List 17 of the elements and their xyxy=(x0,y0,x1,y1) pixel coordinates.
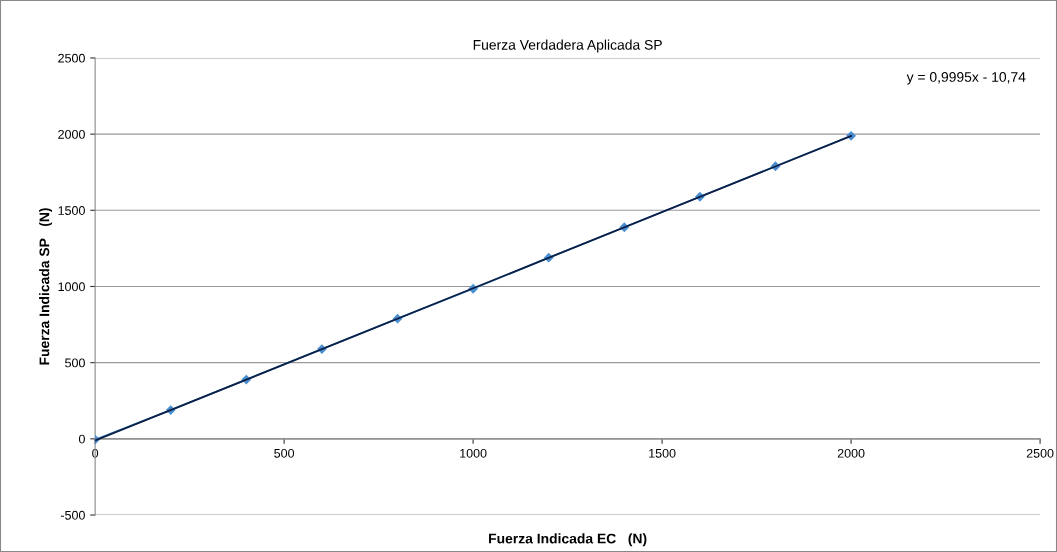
y-tick-label: 2000 xyxy=(58,129,85,139)
x-tick-label: 0 xyxy=(92,448,99,458)
y-tick-label: 1000 xyxy=(58,282,85,292)
chart-title: Fuerza Verdadera Aplicada SP xyxy=(473,39,662,53)
y-tick-label: 0 xyxy=(78,434,85,444)
x-tick-label: 1500 xyxy=(649,448,676,458)
x-tick-label: 500 xyxy=(274,448,295,458)
y-axis-title: Fuerza Indicada SP (N) xyxy=(39,208,53,365)
x-tick-label: 1000 xyxy=(460,448,487,458)
x-tick-label: 2500 xyxy=(1026,448,1054,458)
y-tick-label: 1500 xyxy=(58,206,85,215)
y-tick-label: -500 xyxy=(60,510,85,520)
x-tick-label: 2000 xyxy=(837,448,865,458)
annotation: y = 0,9995x - 10,74 xyxy=(906,72,1026,85)
y-tick-label: 2500 xyxy=(58,53,85,63)
x-axis-title: Fuerza Indicada EC (N) xyxy=(489,533,647,547)
y-tick-label: 500 xyxy=(65,358,85,368)
